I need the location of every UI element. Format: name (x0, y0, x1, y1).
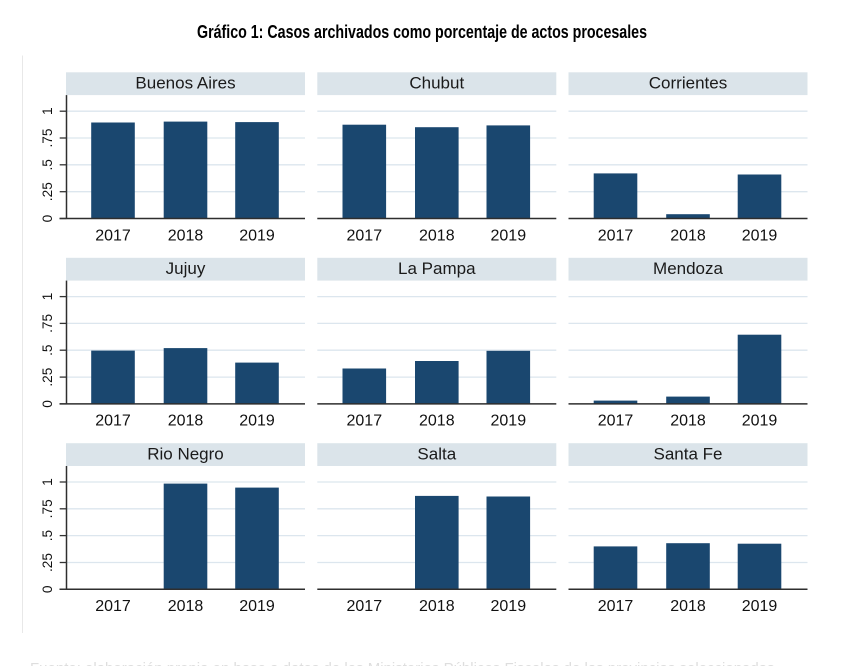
svg-text:2017: 2017 (347, 413, 383, 430)
svg-text:2017: 2017 (95, 413, 131, 430)
svg-text:2017: 2017 (95, 598, 131, 615)
svg-text:.5: .5 (40, 530, 55, 542)
svg-text:.5: .5 (40, 159, 55, 171)
svg-text:Corrientes: Corrientes (649, 73, 727, 92)
svg-text:.75: .75 (40, 128, 55, 147)
svg-text:2019: 2019 (491, 598, 527, 615)
svg-text:2018: 2018 (419, 413, 455, 430)
svg-text:Gráfico 1: Casos archivados co: Gráfico 1: Casos archivados como porcent… (197, 21, 647, 42)
svg-text:Rio Negro: Rio Negro (147, 444, 224, 463)
svg-text:0: 0 (40, 585, 55, 593)
svg-text:Santa Fe: Santa Fe (654, 444, 723, 463)
svg-text:Jujuy: Jujuy (166, 259, 206, 278)
svg-text:2019: 2019 (742, 598, 778, 615)
svg-text:2019: 2019 (491, 227, 527, 244)
svg-text:Buenos Aires: Buenos Aires (135, 73, 235, 92)
svg-text:2018: 2018 (419, 227, 455, 244)
svg-text:2018: 2018 (670, 227, 706, 244)
svg-text:2019: 2019 (491, 413, 527, 430)
svg-text:2017: 2017 (598, 598, 634, 615)
svg-text:2019: 2019 (239, 598, 275, 615)
svg-text:2018: 2018 (419, 598, 455, 615)
svg-text:.25: .25 (40, 367, 55, 386)
svg-text:2018: 2018 (670, 413, 706, 430)
svg-text:.75: .75 (40, 499, 55, 518)
svg-text:2018: 2018 (168, 598, 204, 615)
svg-text:2017: 2017 (347, 227, 383, 244)
svg-text:2019: 2019 (239, 413, 275, 430)
svg-text:1: 1 (40, 293, 55, 301)
svg-text:2019: 2019 (742, 413, 778, 430)
svg-text:.25: .25 (40, 182, 55, 201)
svg-text:La Pampa: La Pampa (398, 259, 476, 278)
svg-text:0: 0 (40, 400, 55, 408)
svg-text:Mendoza: Mendoza (653, 259, 723, 278)
svg-text:.5: .5 (40, 344, 55, 356)
svg-text:1: 1 (40, 107, 55, 115)
svg-text:2017: 2017 (598, 413, 634, 430)
svg-text:1: 1 (40, 478, 55, 486)
svg-text:2017: 2017 (598, 227, 634, 244)
svg-text:2019: 2019 (742, 227, 778, 244)
svg-text:.25: .25 (40, 553, 55, 572)
svg-text:2017: 2017 (95, 227, 131, 244)
svg-text:Fuente: elaboración propia en: Fuente: elaboración propia en base a dat… (30, 660, 779, 666)
svg-text:.75: .75 (40, 314, 55, 333)
svg-text:2017: 2017 (347, 598, 383, 615)
svg-text:0: 0 (40, 214, 55, 222)
svg-text:2018: 2018 (168, 413, 204, 430)
svg-text:2019: 2019 (239, 227, 275, 244)
svg-text:Chubut: Chubut (409, 73, 464, 92)
svg-text:Salta: Salta (417, 444, 456, 463)
svg-text:2018: 2018 (168, 227, 204, 244)
svg-text:2018: 2018 (670, 598, 706, 615)
